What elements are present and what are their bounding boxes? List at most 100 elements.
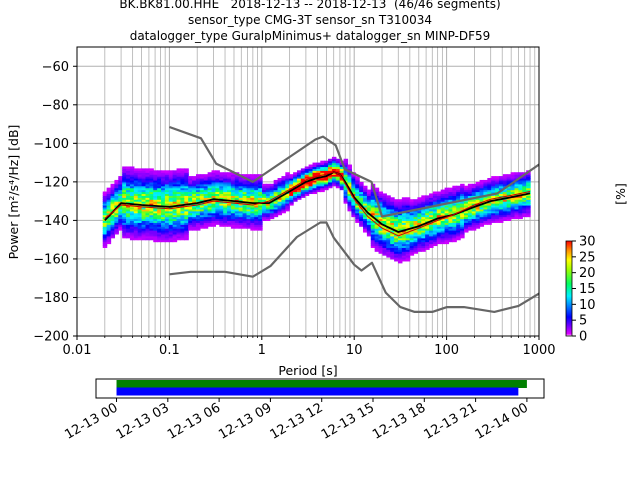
psd-cell [161, 191, 166, 195]
psd-cell [475, 181, 481, 185]
psd-cell [161, 174, 166, 177]
psd-cell [487, 220, 492, 223]
psd-cell [339, 168, 345, 171]
psd-cell [184, 226, 189, 229]
psd-cell [188, 226, 193, 229]
psd-cell [479, 218, 485, 221]
psd-cell [223, 218, 228, 221]
psd-cell [460, 187, 465, 191]
psd-cell [502, 179, 508, 183]
psd-cell [355, 208, 360, 212]
psd-cell [452, 185, 457, 189]
psd-cell [444, 226, 450, 229]
psd-cell [467, 224, 473, 227]
psd-cell [448, 210, 453, 214]
psd-cell [129, 178, 135, 181]
psd-cell [440, 241, 446, 245]
psd-cell [397, 231, 403, 235]
psd-cell [343, 170, 349, 173]
psd-cell [230, 187, 236, 191]
psd-cell [223, 176, 228, 179]
psd-cell [444, 235, 450, 239]
psd-cell [335, 179, 341, 183]
psd-cell [246, 204, 251, 208]
psd-cell [192, 206, 197, 210]
psd-cell [168, 218, 174, 221]
psd-cell [359, 224, 364, 227]
psd-cell [378, 216, 384, 220]
psd-cell [161, 185, 166, 189]
psd-cell [312, 168, 318, 171]
psd-cell [456, 212, 461, 216]
psd-cell [238, 226, 244, 229]
psd-cell [495, 181, 500, 185]
psd-cell [223, 204, 228, 208]
psd-cell [129, 235, 135, 239]
psd-cell [467, 203, 473, 206]
psd-cell [502, 176, 508, 179]
psd-cell [207, 195, 213, 198]
psd-cell [207, 197, 213, 200]
psd-cell [161, 235, 166, 239]
psd-cell [153, 220, 158, 223]
psd-cell [122, 226, 127, 229]
psd-cell [137, 179, 143, 183]
psd-cell [192, 222, 197, 225]
psd-cell [460, 228, 465, 231]
psd-cell [246, 176, 251, 179]
psd-cell [133, 235, 139, 239]
psd-cell [308, 183, 314, 187]
psd-cell [265, 208, 271, 212]
psd-cell [180, 231, 185, 235]
psd-cell [242, 216, 248, 220]
psd-cell [246, 218, 251, 221]
psd-cell [432, 193, 438, 196]
psd-cell [215, 170, 220, 173]
psd-cell [390, 220, 395, 223]
psd-cell [487, 218, 492, 221]
psd-cell [374, 208, 380, 212]
psd-cell [168, 233, 174, 237]
psd-cell [394, 239, 399, 243]
psd-cell [102, 193, 108, 196]
psd-cell [401, 253, 407, 256]
psd-cell [436, 208, 442, 212]
psd-cell [238, 195, 244, 198]
psd-cell [168, 201, 174, 204]
psd-cell [316, 162, 321, 166]
psd-cell [370, 189, 376, 193]
psd-cell [258, 174, 263, 177]
psd-cell [324, 187, 329, 191]
psd-cell [161, 233, 166, 237]
psd-cell [106, 212, 112, 216]
psd-cell [188, 208, 193, 212]
psd-cell [129, 210, 135, 214]
psd-cell [366, 189, 372, 193]
psd-cell [141, 204, 147, 208]
psd-cell [141, 233, 147, 237]
psd-cell [172, 172, 178, 175]
psd-cell [207, 189, 213, 193]
psd-cell [498, 220, 504, 223]
psd-cell [199, 210, 205, 214]
psd-cell [347, 183, 352, 187]
psd-cell [234, 206, 240, 210]
psd-cell [324, 172, 329, 175]
psd-cell [452, 226, 457, 229]
psd-cell [464, 203, 469, 206]
psd-cell [518, 185, 523, 189]
psd-cell [467, 204, 473, 208]
psd-cell [207, 216, 213, 220]
psd-cell [176, 237, 182, 241]
psd-cell [382, 251, 387, 254]
psd-cell [293, 183, 298, 187]
psd-cell [300, 191, 306, 195]
psd-cell [526, 206, 531, 210]
psd-cell [363, 230, 368, 233]
psd-cell [258, 228, 263, 231]
psd-cell [192, 210, 197, 214]
psd-cell [153, 226, 158, 229]
psd-cell [483, 220, 488, 223]
psd-cell [133, 231, 139, 235]
psd-cell [246, 212, 251, 216]
